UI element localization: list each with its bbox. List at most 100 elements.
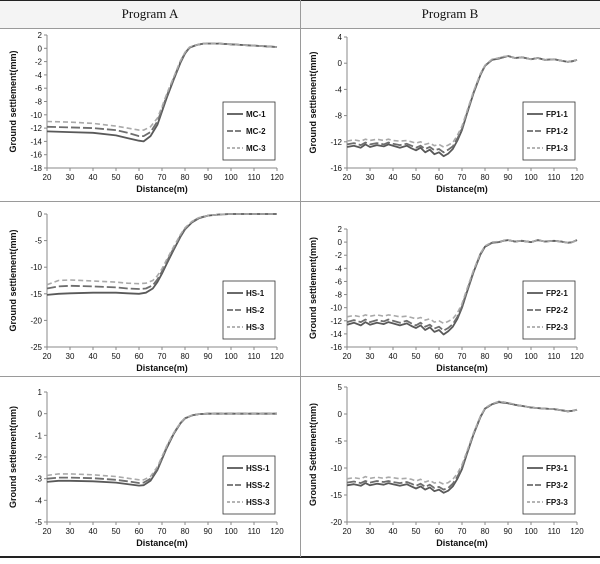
- series-line-fp1-3: [346, 55, 578, 148]
- x-tick-label: 40: [89, 173, 98, 182]
- x-tick-label: 80: [481, 527, 490, 536]
- y-tick-label: -1: [35, 431, 43, 440]
- x-tick-label: 120: [570, 527, 584, 536]
- x-tick-label: 90: [204, 173, 213, 182]
- x-tick-label: 90: [504, 527, 513, 536]
- x-tick-label: 60: [435, 352, 444, 361]
- x-tick-label: 90: [204, 352, 213, 361]
- y-tick-label: -8: [35, 98, 43, 107]
- legend: HS-1 HS-2 HS-3: [222, 280, 276, 340]
- legend-entry: FP1-1: [546, 110, 568, 119]
- x-tick-label: 120: [570, 173, 584, 182]
- x-tick-label: 70: [158, 527, 167, 536]
- x-tick-label: 30: [366, 527, 375, 536]
- y-tick-label: -12: [330, 317, 342, 326]
- y-tick-label: -16: [330, 164, 342, 173]
- y-tick-label: -16: [330, 343, 342, 352]
- x-axis-title: Distance(m): [436, 363, 488, 373]
- y-tick-label: 0: [338, 238, 343, 247]
- x-tick-label: 80: [181, 173, 190, 182]
- y-tick-label: -4: [35, 496, 43, 505]
- legend-entry: FP3-2: [546, 481, 568, 490]
- legend: FP3-1 FP3-2 FP3-3: [522, 455, 576, 515]
- x-tick-label: 90: [504, 352, 513, 361]
- x-tick-label: 90: [204, 527, 213, 536]
- legend-entry: FP2-2: [546, 306, 568, 315]
- x-tick-label: 60: [435, 173, 444, 182]
- chart-5: 1 0 -1 -2 -3 -4 -520 30 40 50 60 70 80 90 100 110 120 Dis…: [8, 388, 284, 548]
- legend-entry: MC-3: [246, 144, 266, 153]
- y-tick-label: -2: [335, 251, 343, 260]
- x-tick-label: 40: [89, 527, 98, 536]
- y-tick-label: 0: [38, 44, 43, 53]
- x-tick-label: 50: [112, 527, 121, 536]
- series-line-hs-3: [46, 213, 277, 286]
- x-tick-label: 20: [43, 527, 52, 536]
- x-tick-label: 20: [343, 173, 352, 182]
- y-axis-title: Ground settlement(mm): [8, 50, 18, 152]
- y-tick-label: 0: [338, 59, 343, 68]
- x-tick-label: 40: [389, 173, 398, 182]
- legend-entry: HSS-1: [246, 464, 270, 473]
- x-tick-label: 20: [43, 173, 52, 182]
- y-axis-title: Ground settlement(mm): [8, 229, 18, 331]
- legend-entry: FP3-1: [546, 464, 568, 473]
- series-line-fp2-3: [346, 239, 578, 325]
- x-tick-label: 110: [248, 352, 261, 361]
- y-tick-label: -5: [335, 437, 343, 446]
- legend: FP1-1 FP1-2 FP1-3: [522, 101, 576, 161]
- y-tick-label: -8: [335, 291, 343, 300]
- x-tick-label: 40: [89, 352, 98, 361]
- x-tick-label: 40: [389, 352, 398, 361]
- y-axis-title: Ground Settlement(mm): [308, 403, 318, 506]
- x-tick-label: 100: [524, 352, 538, 361]
- legend-entry: HSS-2: [246, 481, 270, 490]
- x-tick-label: 80: [181, 527, 190, 536]
- series-line-mc-2: [46, 42, 278, 138]
- header-program-a: Program A: [0, 0, 300, 28]
- y-tick-label: -2: [35, 453, 43, 462]
- x-tick-label: 50: [112, 352, 121, 361]
- x-axis-title: Distance(m): [436, 538, 488, 548]
- x-tick-label: 100: [224, 173, 238, 182]
- x-tick-label: 80: [481, 352, 490, 361]
- x-tick-label: 120: [270, 352, 284, 361]
- x-axis-title: Distance(m): [436, 184, 488, 194]
- y-axis-title: Ground settlement(mm): [308, 51, 318, 153]
- y-tick-label: -10: [330, 304, 342, 313]
- x-tick-label: 70: [458, 173, 467, 182]
- y-tick-label: 5: [338, 383, 343, 392]
- y-tick-label: -10: [330, 464, 342, 473]
- legend-entry: HSS-3: [246, 498, 270, 507]
- legend-entry: HS-3: [246, 323, 265, 332]
- y-tick-label: -20: [330, 518, 342, 527]
- x-tick-label: 120: [570, 352, 584, 361]
- x-tick-label: 20: [343, 527, 352, 536]
- series-line-hs-2: [46, 213, 277, 290]
- x-tick-label: 60: [135, 173, 144, 182]
- x-tick-label: 110: [548, 527, 561, 536]
- x-tick-label: 30: [66, 352, 75, 361]
- y-tick-label: -10: [30, 111, 42, 120]
- x-tick-label: 100: [524, 173, 538, 182]
- header-program-b: Program B: [300, 0, 600, 28]
- y-tick-label: 0: [38, 410, 43, 419]
- y-tick-label: -25: [30, 343, 42, 352]
- x-tick-label: 100: [224, 352, 238, 361]
- y-tick-label: 2: [338, 225, 343, 234]
- x-tick-label: 30: [66, 527, 75, 536]
- y-tick-label: -5: [35, 237, 43, 246]
- x-tick-label: 20: [343, 352, 352, 361]
- y-tick-label: -6: [335, 277, 343, 286]
- series-line-hss-3: [46, 412, 277, 481]
- y-tick-label: 0: [338, 410, 343, 419]
- x-tick-label: 60: [135, 527, 144, 536]
- legend: FP2-1 FP2-2 FP2-3: [522, 280, 576, 340]
